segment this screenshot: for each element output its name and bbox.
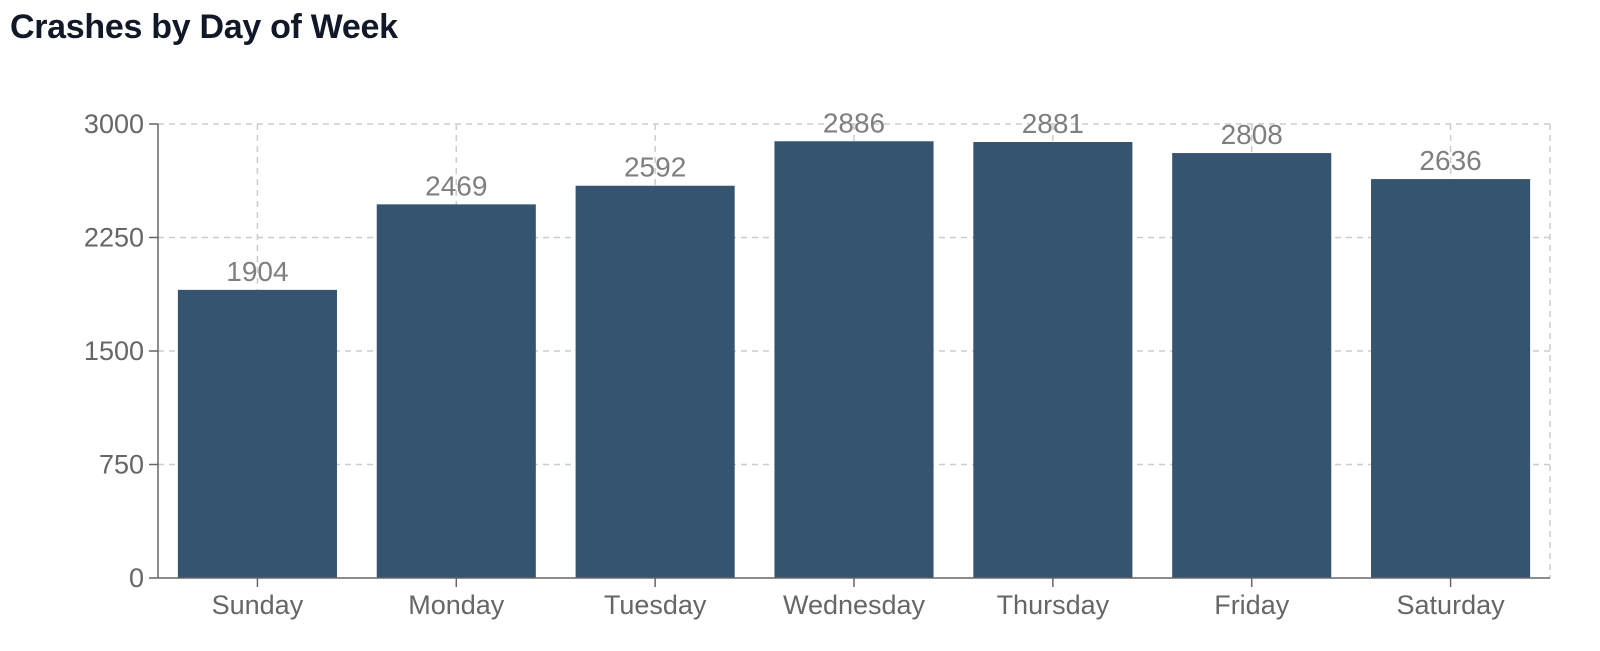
data-label: 2469 (425, 170, 487, 201)
y-tick-label: 3000 (84, 109, 144, 139)
data-label: 2636 (1419, 145, 1481, 176)
bar-sunday (177, 289, 337, 578)
y-tick-label: 2250 (84, 223, 144, 253)
bars (177, 141, 1531, 578)
data-label: 2886 (823, 107, 885, 138)
bar-monday (376, 204, 536, 578)
y-tick-label: 750 (99, 450, 144, 480)
bar-tuesday (575, 185, 735, 578)
y-tick-label: 1500 (84, 336, 144, 366)
chart-title: Crashes by Day of Week (10, 8, 398, 46)
x-tick-label: Saturday (1397, 590, 1506, 620)
data-label: 2592 (624, 152, 686, 183)
x-tick-label: Friday (1214, 590, 1290, 620)
axes: 0 750 1500 2250 3000 Sunday Monday Tuesday Wedne… (84, 109, 1550, 620)
data-label: 2881 (1022, 108, 1084, 139)
x-tick-label: Monday (408, 590, 505, 620)
data-label: 1904 (226, 256, 288, 287)
bar-saturday (1371, 179, 1531, 578)
bar-friday (1172, 153, 1332, 578)
bar-thursday (973, 142, 1133, 578)
x-tick-label: Sunday (212, 590, 304, 620)
bar-wednesday (774, 141, 934, 578)
x-tick-label: Thursday (997, 590, 1110, 620)
x-tick-label: Wednesday (783, 590, 926, 620)
y-tick-label: 0 (129, 563, 144, 593)
x-tick-label: Tuesday (604, 590, 707, 620)
data-label: 2808 (1221, 119, 1283, 150)
data-labels: 1904 2469 2592 2886 2881 2808 2636 (226, 107, 1481, 287)
